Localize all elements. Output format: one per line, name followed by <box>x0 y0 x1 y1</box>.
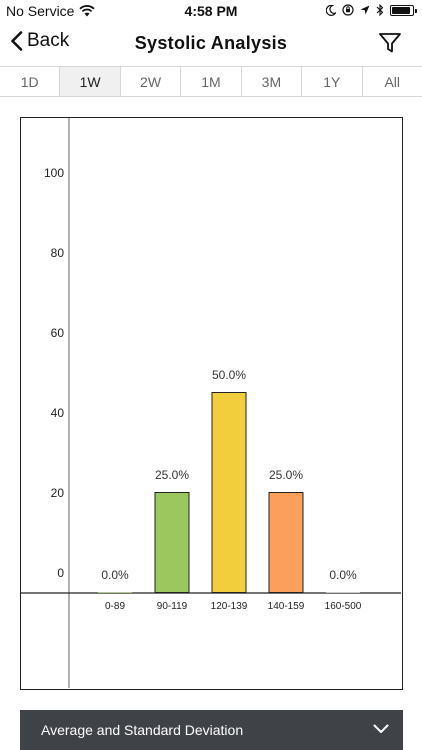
y-tick-label: 60 <box>51 326 65 340</box>
period-selector: 1D 1W 2W 1M 3M 1Y All <box>0 66 422 97</box>
y-tick-label: 80 <box>51 246 65 260</box>
bar <box>98 592 132 593</box>
nav-bar: Back Systolic Analysis <box>0 22 422 66</box>
period-tab-2w[interactable]: 2W <box>121 67 182 96</box>
bar-value-label: 0.0% <box>329 568 357 582</box>
x-category-label: 90-119 <box>157 601 188 612</box>
battery-fill <box>392 6 410 14</box>
y-tick-label: 20 <box>51 486 65 500</box>
average-sd-label: Average and Standard Deviation <box>41 722 244 738</box>
chevron-left-icon <box>11 31 23 51</box>
bar-value-label: 25.0% <box>269 468 303 482</box>
bluetooth-icon <box>376 4 384 16</box>
status-left: No Service <box>6 3 96 19</box>
carrier-text: No Service <box>6 3 75 19</box>
bar <box>154 492 190 593</box>
y-tick-label: 0 <box>57 566 64 580</box>
filter-icon[interactable] <box>378 31 402 55</box>
location-icon <box>360 5 370 15</box>
x-category-label: 160-500 <box>325 601 362 612</box>
bar <box>326 592 360 593</box>
y-tick-label: 40 <box>51 406 65 420</box>
bar <box>211 392 247 593</box>
y-tick-label: 100 <box>44 166 64 180</box>
bar-value-label: 50.0% <box>212 368 246 382</box>
status-right <box>326 4 417 16</box>
page-title: Systolic Analysis <box>134 33 288 53</box>
period-tab-1m[interactable]: 1M <box>181 67 242 96</box>
chart-svg: 0 20 40 60 80 100 0.0% 0-89 25.0% 90-119 50.0% 120-… <box>21 118 401 688</box>
orientation-lock-icon <box>342 4 354 16</box>
wifi-icon <box>79 5 96 17</box>
period-tab-1d[interactable]: 1D <box>0 67 61 96</box>
histogram-chart: 0 20 40 60 80 100 0.0% 0-89 25.0% 90-119 50.0% 120-… <box>20 117 403 690</box>
status-time: 4:58 PM <box>184 3 238 19</box>
x-category-label: 140-159 <box>268 601 305 612</box>
chevron-down-icon <box>373 724 389 733</box>
bar-value-label: 25.0% <box>155 468 189 482</box>
average-sd-panel[interactable]: Average and Standard Deviation <box>20 710 403 750</box>
bar-value-label: 0.0% <box>101 568 129 582</box>
status-bar: No Service 4:58 PM <box>0 0 422 22</box>
bar <box>268 492 304 593</box>
back-button[interactable]: Back <box>10 30 69 52</box>
x-category-label: 120-139 <box>211 601 248 612</box>
back-label: Back <box>27 30 70 51</box>
x-category-label: 0-89 <box>105 601 125 612</box>
period-tab-3m[interactable]: 3M <box>242 67 303 96</box>
period-tab-all[interactable]: All <box>384 73 401 90</box>
period-tab-1w[interactable]: 1W <box>60 67 121 96</box>
battery-icon <box>390 4 417 16</box>
period-tab-1y[interactable]: 1Y <box>302 67 363 96</box>
moon-icon <box>326 4 336 16</box>
